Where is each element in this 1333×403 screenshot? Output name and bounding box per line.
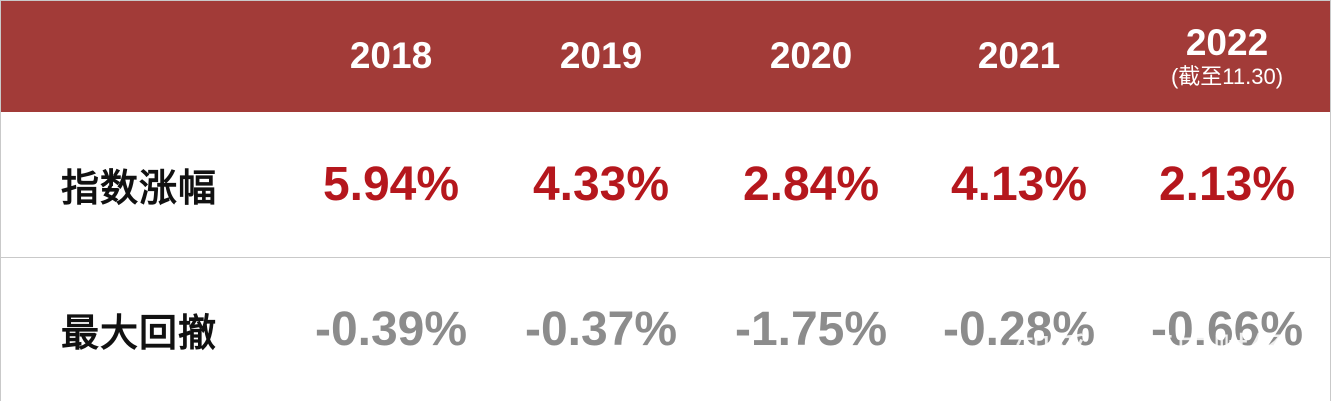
column-note: (截至11.30) [1170,63,1284,89]
drawdown-value: -0.66% [1150,302,1304,356]
table-cell: -1.75% [706,258,916,401]
drawdown-value: -0.39% [314,302,468,356]
table-cell: 4.33% [496,112,706,257]
row-label: 指数涨幅 [61,166,218,210]
column-year: 2019 [559,35,643,77]
column-year: 2022 [1185,21,1269,63]
gain-value: 4.13% [950,157,1088,211]
table-row-gain: 指数涨幅 5.94% 4.33% 2.84% 4.13% 2.13% [1,112,1330,258]
table-cell: -0.28% [914,258,1124,401]
table-cell: 4.13% [914,112,1124,257]
row-label: 最大回撤 [61,311,218,355]
gain-value: 2.13% [1158,157,1296,211]
column-year: 2020 [769,35,853,77]
gain-value: 2.84% [742,157,880,211]
drawdown-value: -1.75% [734,302,888,356]
table-cell: -0.66% [1122,258,1332,401]
table-cell: 5.94% [286,112,496,257]
column-header-2022: 2022 (截至11.30) [1122,1,1332,112]
column-header-2021: 2021 [914,1,1124,112]
drawdown-value: -0.28% [942,302,1096,356]
column-year: 2018 [349,35,433,77]
column-year: 2021 [977,35,1061,77]
table-cell: 2.13% [1122,112,1332,257]
table-cell: -0.39% [286,258,496,401]
table-cell: 2.84% [706,112,916,257]
gain-value: 5.94% [322,157,460,211]
gain-value: 4.33% [532,157,670,211]
drawdown-value: -0.37% [524,302,678,356]
column-header-2020: 2020 [706,1,916,112]
watermark: 知乎 @开申财经 [1015,331,1287,372]
table-row-drawdown: 最大回撤 -0.39% -0.37% -1.75% -0.28% -0.66% [1,258,1330,401]
column-header-2019: 2019 [496,1,706,112]
table-cell: -0.37% [496,258,706,401]
table-header: 2018 2019 2020 2021 2022 (截至11.30) [1,1,1330,112]
column-header-2018: 2018 [286,1,496,112]
